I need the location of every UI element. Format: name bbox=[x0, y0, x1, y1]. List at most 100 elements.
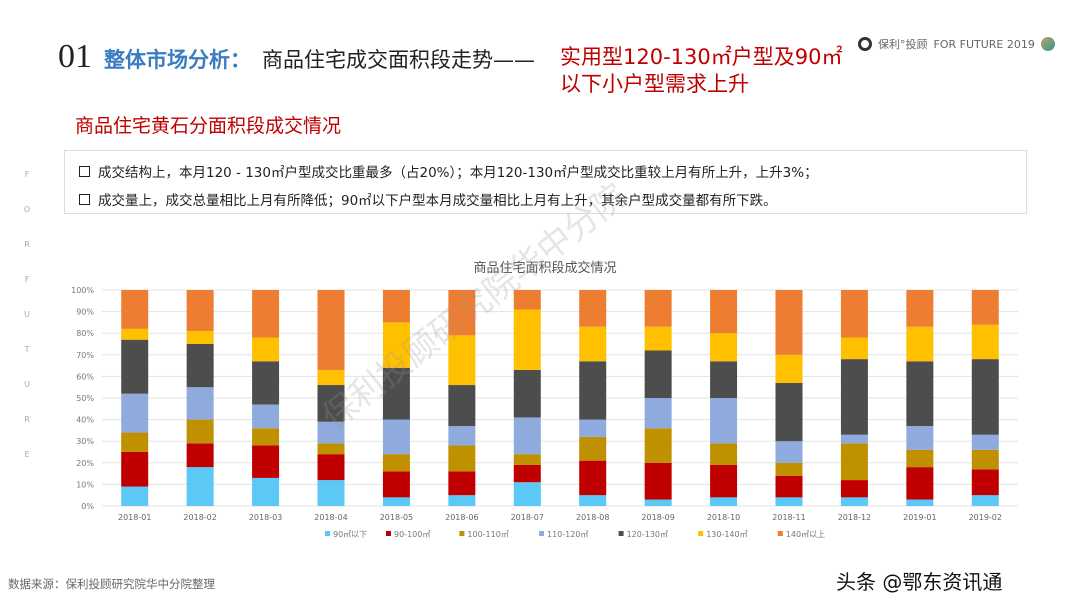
logo-mark-icon bbox=[858, 37, 872, 51]
title-highlight-line1: 实用型120-130㎡户型及90㎡ bbox=[560, 45, 843, 69]
bar-segment bbox=[252, 477, 280, 506]
checkbox-bullet-icon bbox=[79, 165, 90, 177]
y-tick-label: 0% bbox=[81, 502, 94, 511]
bar-segment bbox=[186, 344, 214, 388]
summary-box: 成交结构上，本月120 - 130㎡户型成交比重最多（占20%）；本月120-1… bbox=[64, 150, 1027, 214]
stacked-bar-chart: 商品住宅面积段成交情况 0% 10% 20% 30% 40% 50% 60% 70% 80% 90%… bbox=[71, 260, 1018, 539]
side-letter: E bbox=[24, 450, 30, 459]
bar-segment bbox=[382, 471, 410, 498]
y-tick-label: 10% bbox=[76, 480, 94, 489]
bar-segment bbox=[644, 499, 672, 506]
bar-segment bbox=[579, 326, 607, 362]
bar-segment bbox=[186, 443, 214, 468]
bar-segment bbox=[710, 398, 738, 444]
bar-segment bbox=[252, 337, 280, 362]
bar-segment bbox=[579, 361, 607, 420]
bar-segment bbox=[382, 322, 410, 368]
legend-swatch bbox=[539, 531, 544, 536]
y-tick-label: 70% bbox=[76, 351, 94, 360]
chart-title: 商品住宅面积段成交情况 bbox=[473, 260, 616, 276]
bar-segment bbox=[186, 387, 214, 420]
bar-segment bbox=[448, 335, 476, 386]
legend-label: 140㎡以上 bbox=[786, 530, 825, 539]
bar-segment bbox=[317, 290, 345, 370]
bar-segment bbox=[448, 426, 476, 446]
bar-segment bbox=[382, 497, 410, 506]
bar-segment bbox=[775, 354, 803, 383]
bar-segment bbox=[121, 328, 149, 340]
bar-segment bbox=[906, 499, 934, 506]
bar-segment bbox=[121, 290, 149, 329]
footer-watermark: 头条 @鄂东资讯通 bbox=[836, 570, 1003, 594]
bar-segment bbox=[121, 432, 149, 452]
bullet-item: 成交结构上，本月120 - 130㎡户型成交比重最多（占20%）；本月120-1… bbox=[79, 161, 818, 181]
legend-swatch bbox=[386, 531, 391, 536]
bar-segment bbox=[186, 290, 214, 332]
bar-segment bbox=[840, 434, 868, 444]
legend-label: 100-110㎡ bbox=[467, 530, 508, 539]
bar-segment bbox=[317, 443, 345, 455]
bar-segment bbox=[971, 469, 999, 496]
bar-segment bbox=[775, 441, 803, 463]
x-tick-label: 2018-04 bbox=[314, 513, 347, 522]
side-letter: T bbox=[24, 345, 30, 354]
x-tick-label: 2018-03 bbox=[249, 513, 282, 522]
bar-segment bbox=[382, 419, 410, 455]
bar-segment bbox=[971, 495, 999, 506]
bar-segment bbox=[906, 290, 934, 327]
legend-label: 120-130㎡ bbox=[627, 530, 668, 539]
bar-segment bbox=[121, 393, 149, 433]
side-letter: O bbox=[23, 205, 31, 214]
bar-segment bbox=[840, 480, 868, 498]
section-number: 01 bbox=[58, 38, 92, 75]
bar-segment bbox=[971, 290, 999, 325]
y-tick-label: 50% bbox=[76, 394, 94, 403]
x-tick-label: 2019-01 bbox=[903, 513, 936, 522]
bar-segment bbox=[579, 290, 607, 327]
bar-segment bbox=[121, 486, 149, 506]
bar-segment bbox=[775, 382, 803, 442]
bar-segment bbox=[186, 467, 214, 506]
bar-segment bbox=[382, 454, 410, 472]
legend-label: 110-120㎡ bbox=[547, 530, 588, 539]
x-tick-label: 2018-01 bbox=[118, 513, 151, 522]
bar-segment bbox=[906, 467, 934, 500]
legend-swatch bbox=[777, 531, 783, 536]
bar-segment bbox=[906, 426, 934, 450]
bar-segment bbox=[775, 475, 803, 498]
bar-segment bbox=[513, 417, 541, 455]
side-letter: R bbox=[24, 415, 30, 424]
bar-segment bbox=[121, 339, 149, 394]
bar-segment bbox=[644, 428, 672, 463]
bar-segment bbox=[775, 462, 803, 476]
legend-swatch bbox=[325, 531, 330, 536]
bar-segment bbox=[644, 290, 672, 327]
bullet-text: 成交量上，成交总量相比上月有所降低；90㎡以下户型本月成交量相比上月有上升，其余… bbox=[98, 193, 777, 209]
x-tick-label: 2018-12 bbox=[838, 513, 871, 522]
y-tick-label: 100% bbox=[71, 286, 94, 295]
bar-segment bbox=[579, 495, 607, 506]
bar-segment bbox=[644, 350, 672, 398]
bar-segment bbox=[579, 419, 607, 437]
bar-segment bbox=[382, 290, 410, 323]
bar-segment bbox=[840, 337, 868, 360]
bar-segment bbox=[710, 361, 738, 398]
bar-segment bbox=[971, 359, 999, 435]
side-letter: F bbox=[24, 170, 30, 179]
bar-segment bbox=[317, 369, 345, 386]
legend-label: 90㎡以下 bbox=[333, 530, 367, 539]
x-tick-label: 2018-08 bbox=[576, 513, 609, 522]
checkbox-bullet-icon bbox=[79, 193, 90, 205]
bar-segment bbox=[971, 449, 999, 470]
bar-segment bbox=[906, 326, 934, 362]
y-tick-label: 20% bbox=[76, 459, 94, 468]
bar-segment bbox=[513, 454, 541, 465]
bar-segment bbox=[448, 495, 476, 506]
y-tick-label: 60% bbox=[76, 372, 94, 381]
bar-segment bbox=[644, 326, 672, 351]
bar-segment bbox=[513, 464, 541, 483]
bar-segment bbox=[644, 398, 672, 429]
bar-segment bbox=[710, 464, 738, 498]
side-letter: U bbox=[24, 380, 30, 389]
bar-segment bbox=[317, 480, 345, 506]
